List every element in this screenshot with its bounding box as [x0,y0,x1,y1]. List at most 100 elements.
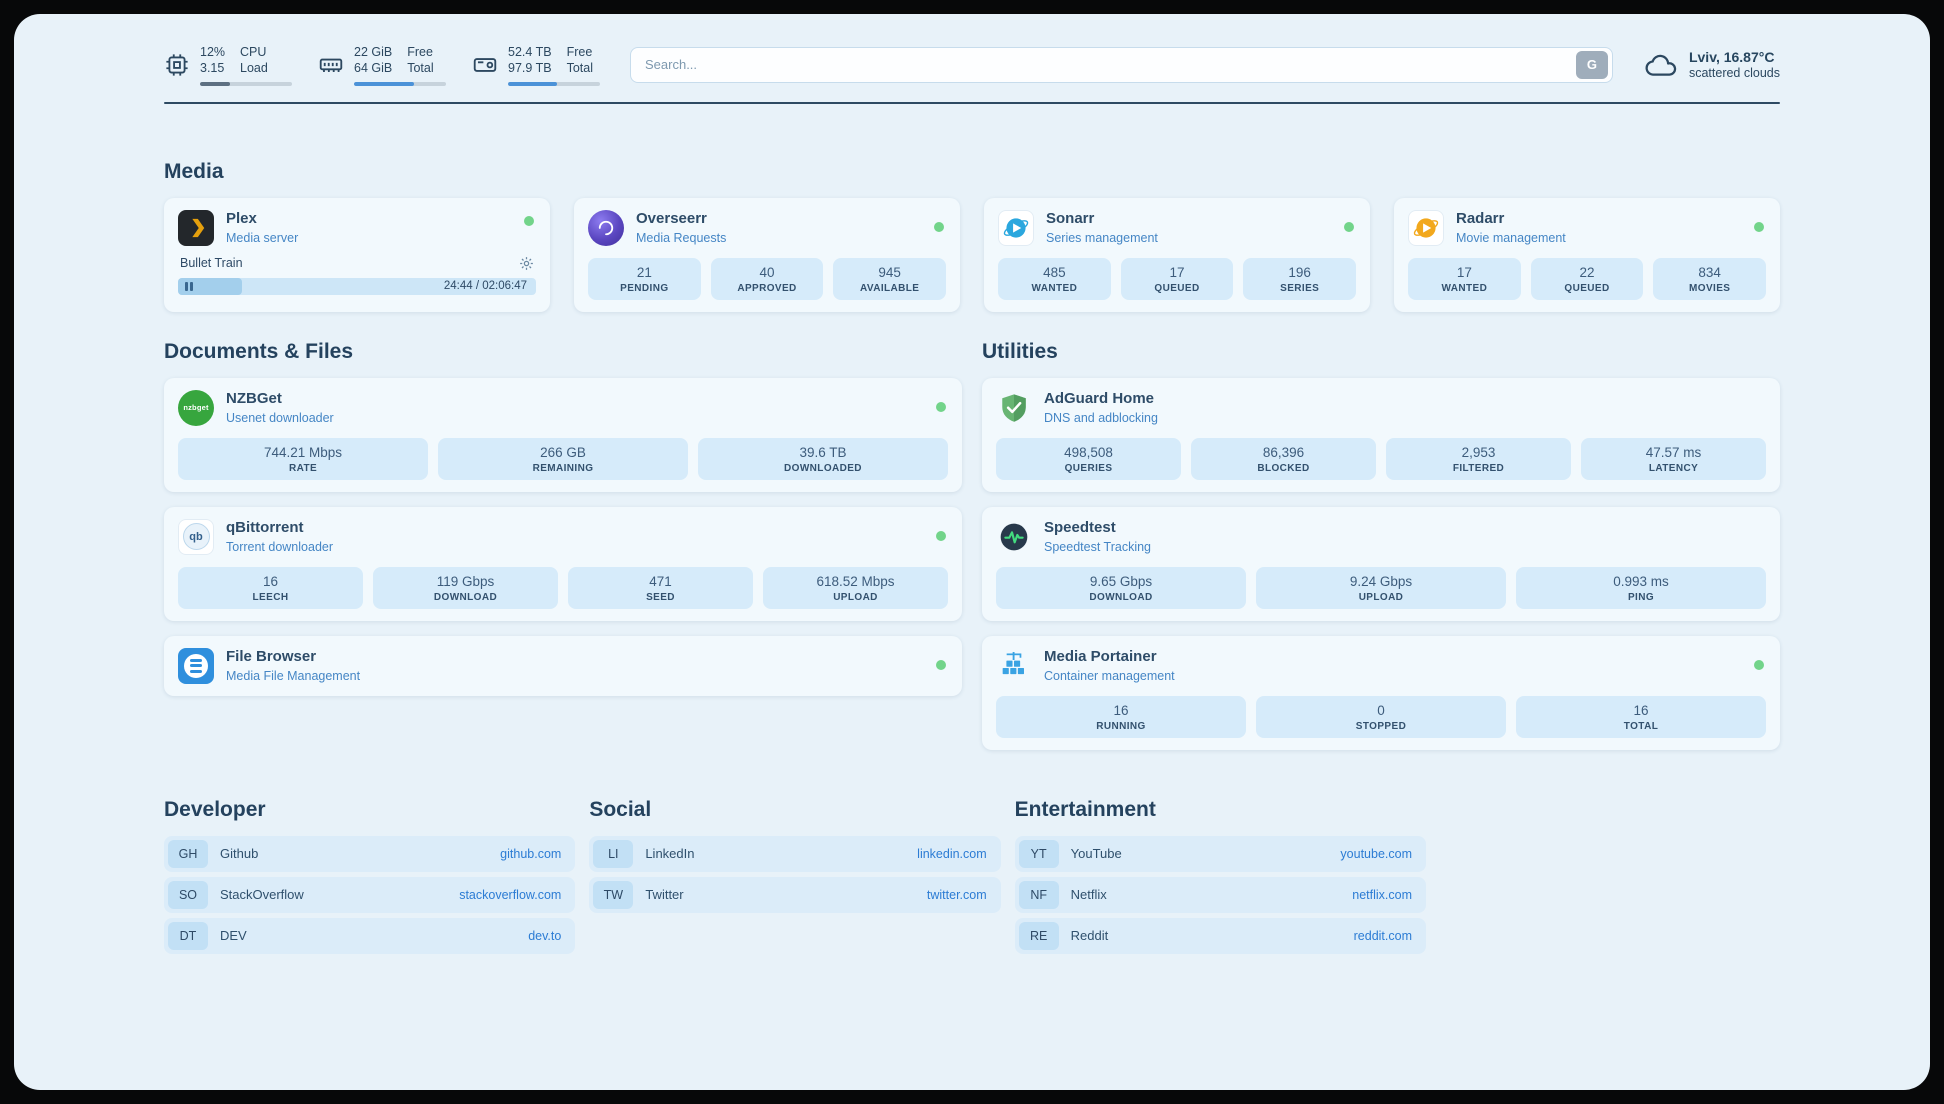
overseerr-icon [588,209,624,246]
bookmark-name: Github [220,846,259,861]
sonarr-icon [998,209,1034,246]
section-utilities: Utilities AdGuard Home [982,340,1780,750]
bookmark-domain: twitter.com [926,887,987,902]
bookmark-netflix[interactable]: NF Netflix netflix.com [1014,876,1426,913]
stat-label: UPLOAD [1358,591,1404,603]
bookmark-name: Reddit [1070,928,1109,943]
stat-box: 498,508 QUERIES [996,437,1181,480]
filebrowser-card[interactable]: File Browser Media File Management [164,635,962,696]
stat-box: 485 WANTED [998,257,1111,300]
plex-card[interactable]: Plex Media server Bullet Train [164,197,550,312]
portainer-card[interactable]: Media Portainer Container management 16 … [982,635,1780,750]
service-subtitle: Media File Management [226,668,361,683]
bookmark-youtube[interactable]: YT YouTube youtube.com [1014,835,1426,872]
adguard-card[interactable]: AdGuard Home DNS and adblocking 498,508 … [982,377,1780,492]
stat-value: 86,396 [1262,444,1305,460]
playback-progress-bar[interactable]: 24:44 / 02:06:47 [178,277,536,295]
playback-time: 24:44 / 02:06:47 [443,280,527,292]
stat-box: 86,396 BLOCKED [1191,437,1376,480]
stat-box: 119 Gbps DOWNLOAD [373,566,558,609]
stat-value: 21 [636,264,652,280]
stat-label: LEECH [252,591,289,603]
service-subtitle: Speedtest Tracking [1044,539,1152,554]
bookmark-twitter[interactable]: TW Twitter twitter.com [589,876,1001,913]
bookmark-linkedin[interactable]: LI LinkedIn linkedin.com [589,835,1001,872]
disk-icon [472,52,498,78]
overseerr-card[interactable]: Overseerr Media Requests 21 PENDING 40 A… [574,197,960,312]
memory-icon [318,52,344,78]
service-subtitle: Media Requests [636,230,727,245]
service-name: NZBGet [226,390,282,408]
section-entertainment: Entertainment YT YouTube youtube.com NF … [1014,798,1426,954]
speedtest-card[interactable]: Speedtest Speedtest Tracking 9.65 Gbps D… [982,506,1780,621]
memory-progress-bar [354,81,446,86]
stat-label: QUEUED [1564,282,1610,294]
stat-value: 22 [1579,264,1595,280]
stat-value: 9.65 Gbps [1089,573,1153,589]
bookmark-name: Twitter [645,887,684,902]
stat-box: 16 RUNNING [996,695,1246,738]
stat-label: DOWNLOADED [784,462,862,474]
search-input[interactable] [645,57,1576,73]
stat-value: 0.993 ms [1613,573,1669,589]
stat-value: 266 GB [540,444,586,460]
stat-box: 471 SEED [568,566,753,609]
service-subtitle: Media server [226,230,299,245]
stat-box: 22 QUEUED [1530,257,1644,300]
service-subtitle: Usenet downloader [226,410,334,425]
dashboard-page: 12% 3.15 CPU Load [14,14,1930,1090]
memory-free-label: Free [407,45,433,59]
bookmark-stackoverflow[interactable]: SO StackOverflow stackoverflow.com [164,876,576,913]
sonarr-card[interactable]: Sonarr Series management 485 WANTED 17 Q… [984,197,1370,312]
adguard-icon [996,390,1032,426]
stat-value: 618.52 Mbps [816,573,895,589]
search-bar: G [630,46,1613,83]
stat-value: 40 [759,264,775,280]
topbar-divider [164,101,1780,104]
bookmark-reddit[interactable]: RE Reddit reddit.com [1014,917,1426,954]
stat-label: DOWNLOAD [433,591,498,603]
stat-box: 744.21 Mbps RATE [178,437,428,480]
bookmark-domain: dev.to [528,928,562,943]
section-title-developer: Developer [164,797,266,821]
stat-value: 945 [878,264,901,280]
service-name: Overseerr [636,210,707,228]
stat-label: PING [1627,591,1655,603]
stat-label: DOWNLOAD [1089,591,1153,603]
qbittorrent-icon: qb [178,518,214,555]
cpu-load-value: 3.15 [200,61,225,76]
stat-value: 498,508 [1064,444,1113,460]
stat-label: QUEUED [1154,282,1200,294]
status-dot [936,401,946,412]
status-dot [934,221,944,232]
bookmark-abbr: YT [1018,839,1059,868]
bookmark-name: StackOverflow [220,887,304,902]
search-provider-button[interactable]: G [1575,50,1608,79]
service-subtitle: Torrent downloader [226,539,334,554]
bookmark-name: Netflix [1070,887,1107,902]
bookmark-name: DEV [220,928,247,943]
filebrowser-icon [178,647,214,684]
bookmark-domain: linkedin.com [917,846,987,861]
nzbget-card[interactable]: nzbget NZBGet Usenet downloader 744.21 M… [164,377,962,492]
bookmark-github[interactable]: GH Github github.com [164,835,576,872]
qbittorrent-card[interactable]: qb qBittorrent Torrent downloader 16 LEE… [164,506,962,621]
radarr-card[interactable]: Radarr Movie management 17 WANTED 22 QUE… [1394,197,1780,312]
stat-box: 618.52 Mbps UPLOAD [763,566,948,609]
service-name: qBittorrent [226,519,304,537]
status-dot [524,215,534,226]
stat-label: FILTERED [1452,462,1505,474]
gear-icon[interactable] [519,256,534,271]
stat-box: 0.993 ms PING [1516,566,1766,609]
stat-label: RUNNING [1096,720,1146,732]
bookmark-dev[interactable]: DT DEV dev.to [164,917,576,954]
bookmark-abbr: DT [168,921,208,950]
weather-location: Lviv, 16.87°C [1688,49,1775,66]
disk-free-label: Free [566,45,593,59]
stat-label: TOTAL [1623,720,1659,732]
bookmark-abbr: GH [168,839,208,868]
service-name: Radarr [1456,210,1505,228]
weather-widget[interactable]: Lviv, 16.87°C scattered clouds [1643,49,1780,80]
radarr-icon [1408,209,1444,246]
bookmark-domain: netflix.com [1352,887,1412,902]
